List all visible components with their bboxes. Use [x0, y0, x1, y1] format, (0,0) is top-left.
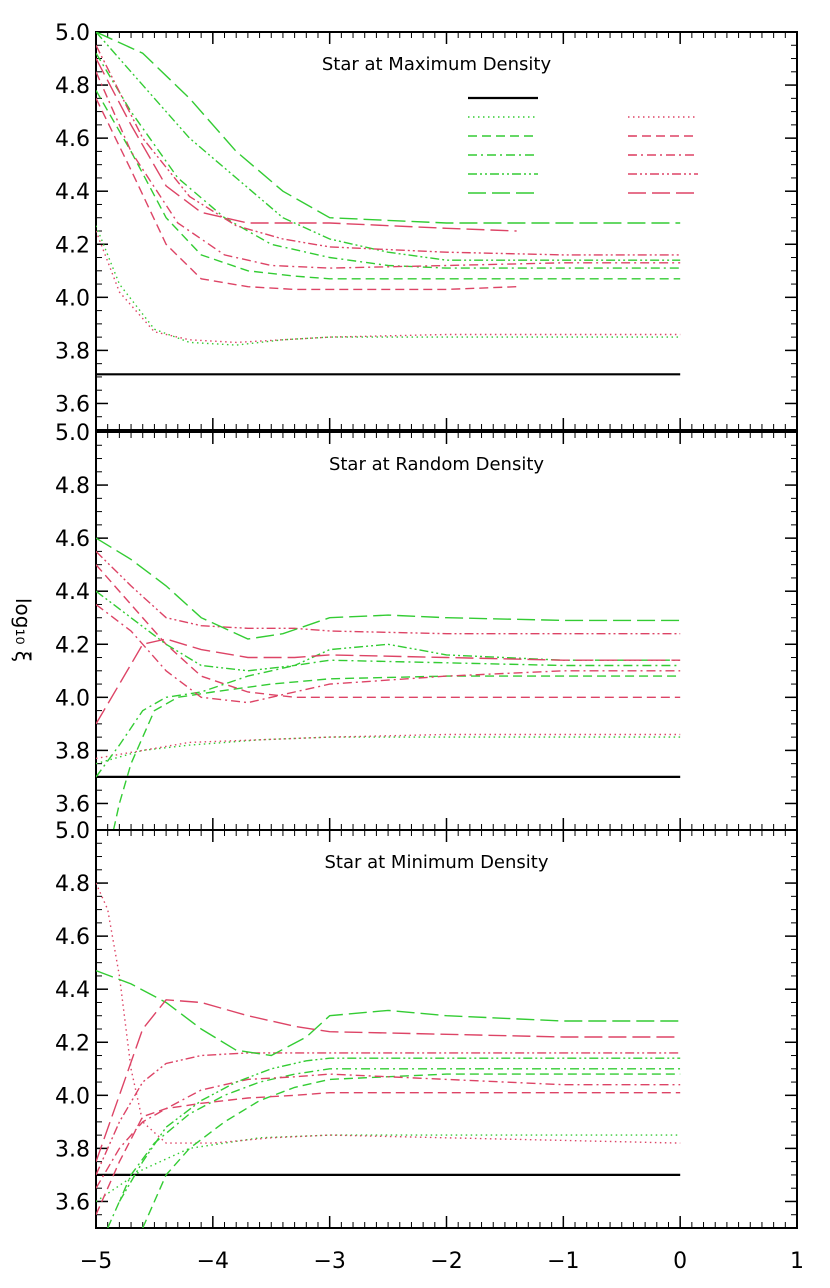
series-line-11 [96, 58, 517, 232]
series-line-8 [96, 32, 681, 261]
series-line-4 [112, 675, 681, 830]
series-line-2 [96, 225, 681, 346]
y-tick-label: 4.0 [55, 286, 90, 311]
plot-frame [95, 31, 798, 431]
y-tick-label: 3.8 [55, 1137, 90, 1162]
y-tick-label: 4.4 [55, 978, 90, 1003]
y-tick-label: 3.6 [55, 1190, 90, 1215]
series-line-3 [96, 230, 681, 344]
plot-frame [95, 431, 798, 831]
panel-2: 5.0 4.8 4.6 4.4 4.2 4.0 3.8 3.6 Star at Random D… [55, 421, 798, 831]
series-line-8 [96, 590, 681, 672]
series-line-6 [96, 52, 681, 269]
panel-3: 5.0 4.8 4.6 4.4 4.2 4.0 3.8 3.6 Star at Minimum … [55, 819, 804, 1274]
series-line-10 [96, 32, 681, 224]
series-group [96, 882, 681, 1228]
y-tick-label: 4.8 [55, 74, 90, 99]
y-tick-label: 5.0 [55, 819, 90, 844]
x-tick-label: 1 [790, 1249, 804, 1274]
y-tick-label: 3.6 [55, 792, 90, 817]
series-line-11 [96, 999, 681, 1162]
panel-title: Star at Minimum Density [324, 852, 548, 873]
series-line-7 [96, 603, 681, 704]
y-tick-label: 4.6 [55, 527, 90, 552]
series-line-4 [96, 90, 681, 280]
series-line-7 [96, 1073, 681, 1189]
series-line-5 [96, 97, 517, 291]
y-tick-label: 4.0 [55, 1084, 90, 1109]
y-tick-label: 5.0 [55, 21, 90, 46]
series-line-10 [96, 969, 681, 1057]
series-line-8 [118, 1057, 681, 1202]
x-tick-label: −2 [430, 1249, 462, 1274]
x-tick-label: −3 [313, 1249, 345, 1274]
y-tick-label: 4.6 [55, 925, 90, 950]
panel-title: Star at Random Density [329, 454, 544, 475]
x-tick-label: −4 [197, 1249, 229, 1274]
y-tick-label: 4.8 [55, 872, 90, 897]
series-group [96, 32, 681, 376]
y-tick-label: 4.0 [55, 686, 90, 711]
series-line-5 [96, 564, 681, 698]
series-line-7 [96, 71, 681, 269]
series-line-6 [96, 659, 681, 778]
x-tick-label: −5 [80, 1249, 112, 1274]
y-tick-label: 4.4 [55, 580, 90, 605]
series-line-4 [142, 1073, 681, 1228]
series-line-2 [96, 736, 681, 765]
y-tick-label: 4.2 [55, 1031, 90, 1056]
series-group [96, 537, 681, 830]
series-line-11 [96, 638, 681, 725]
y-axis-label: log₁₀ ξ [11, 598, 35, 662]
panel-title: Star at Maximum Density [322, 54, 552, 75]
legend [468, 96, 698, 194]
y-tick-label: 3.8 [55, 739, 90, 764]
y-tick-label: 4.2 [55, 233, 90, 258]
series-line-5 [96, 1091, 681, 1215]
series-line-9 [96, 44, 681, 256]
series-line-9 [96, 1052, 681, 1176]
series-line-10 [96, 537, 681, 640]
panel-1: 5.0 4.8 4.6 4.4 4.2 4.0 3.8 3.6 Star at Maximum … [55, 21, 798, 431]
series-line-9 [96, 550, 681, 635]
y-tick-label: 4.4 [55, 180, 90, 205]
x-tick-label: 0 [673, 1249, 687, 1274]
series-line-2 [96, 1134, 681, 1203]
series-line-3 [96, 733, 681, 760]
y-tick-label: 4.8 [55, 474, 90, 499]
y-tick-label: 4.2 [55, 633, 90, 658]
x-tick-label: −1 [547, 1249, 579, 1274]
y-tick-label: 3.6 [55, 392, 90, 417]
y-tick-label: 3.8 [55, 339, 90, 364]
y-tick-label: 4.6 [55, 127, 90, 152]
series-line-3 [96, 882, 681, 1144]
y-tick-label: 5.0 [55, 421, 90, 446]
